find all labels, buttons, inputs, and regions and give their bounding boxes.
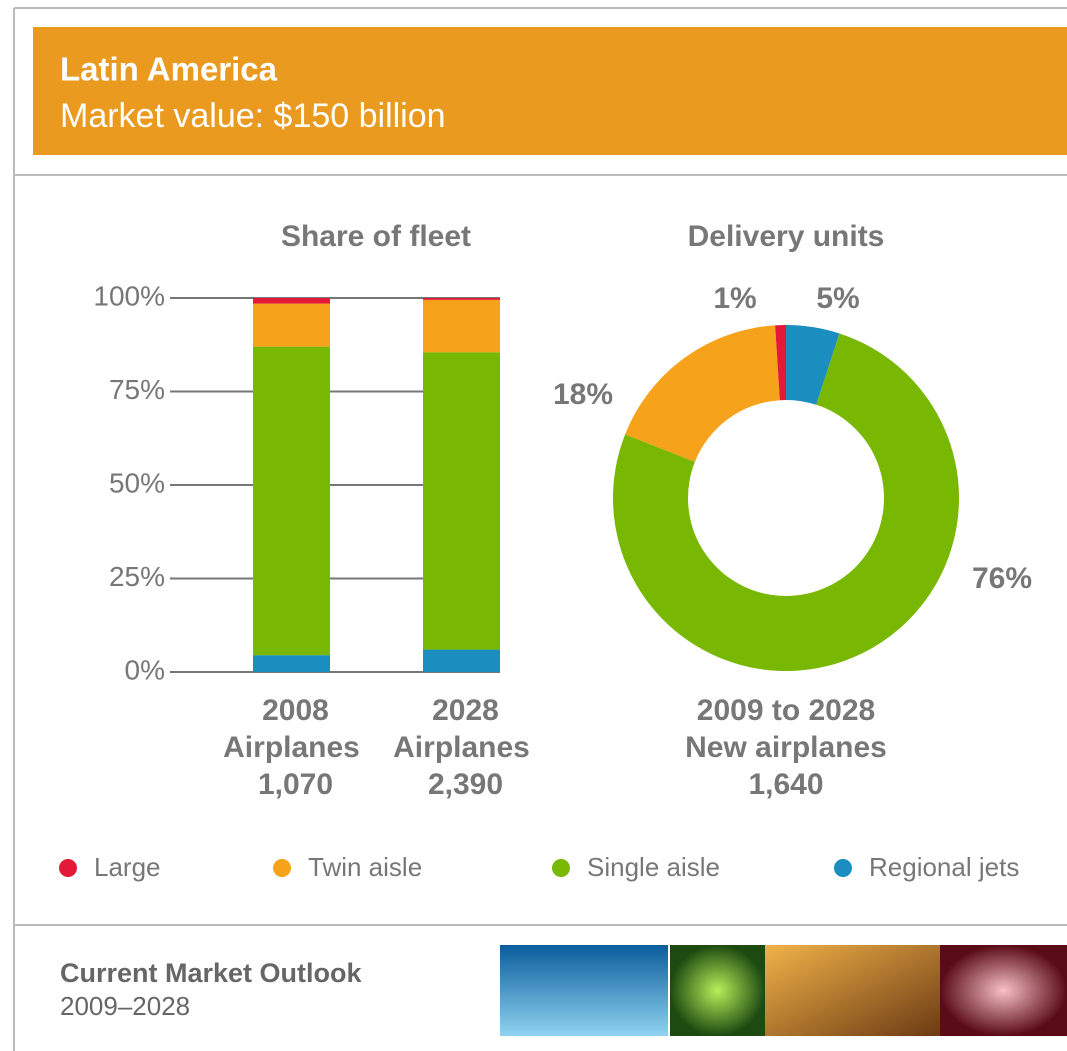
bar-segment <box>253 655 330 672</box>
y-tick-label: 25% <box>109 561 165 592</box>
bar-segment <box>423 298 500 300</box>
chart-title: Share of fleet <box>281 220 471 253</box>
legend-label: Large <box>94 852 161 882</box>
legend-swatch <box>834 859 852 877</box>
bar-segment <box>253 298 330 304</box>
legend-swatch <box>59 859 77 877</box>
legend-label: Twin aisle <box>308 852 422 882</box>
image-globe <box>670 945 765 1036</box>
pie-caption: 1,640 <box>748 768 823 801</box>
x-tick-label: Airplanes <box>393 731 530 764</box>
bar-segment <box>253 346 330 656</box>
x-tick-label: 2008 <box>262 694 329 727</box>
footer-subtitle: 2009–2028 <box>60 991 190 1021</box>
y-tick-label: 100% <box>93 280 165 311</box>
header-subtitle: Market value: $150 billion <box>60 97 446 135</box>
legend-swatch <box>273 859 291 877</box>
header-title: Latin America <box>60 51 278 88</box>
y-tick-label: 75% <box>109 374 165 405</box>
bar-segment <box>253 303 330 347</box>
image-lab <box>940 945 1067 1036</box>
x-tick-label: 1,070 <box>258 768 333 801</box>
x-tick-label: 2028 <box>432 694 499 727</box>
image-plane <box>500 945 668 1036</box>
data-label: 1% <box>713 282 756 315</box>
legend-label: Single aisle <box>587 852 720 882</box>
footer-title: Current Market Outlook <box>60 958 363 988</box>
data-label: 5% <box>816 282 859 315</box>
data-label: 18% <box>553 378 613 411</box>
bar-segment <box>423 299 500 353</box>
donut-slice <box>625 325 780 462</box>
donut-slice <box>775 325 786 401</box>
donut-slice <box>613 333 959 672</box>
legend-swatch <box>552 859 570 877</box>
pie-caption: New airplanes <box>685 731 887 764</box>
image-people <box>765 945 940 1036</box>
chart-title: Delivery units <box>688 220 885 253</box>
data-label: 76% <box>972 562 1032 595</box>
bar-segment <box>423 649 500 672</box>
x-tick-label: 2,390 <box>428 768 503 801</box>
y-tick-label: 50% <box>109 467 165 498</box>
y-tick-label: 0% <box>125 654 165 685</box>
legend-label: Regional jets <box>869 852 1019 882</box>
bar-segment <box>423 352 500 650</box>
footer-images <box>500 945 1067 1036</box>
x-tick-label: Airplanes <box>223 731 360 764</box>
pie-caption: 2009 to 2028 <box>697 694 875 727</box>
header-band <box>33 27 1067 155</box>
donut-slice <box>786 325 840 405</box>
